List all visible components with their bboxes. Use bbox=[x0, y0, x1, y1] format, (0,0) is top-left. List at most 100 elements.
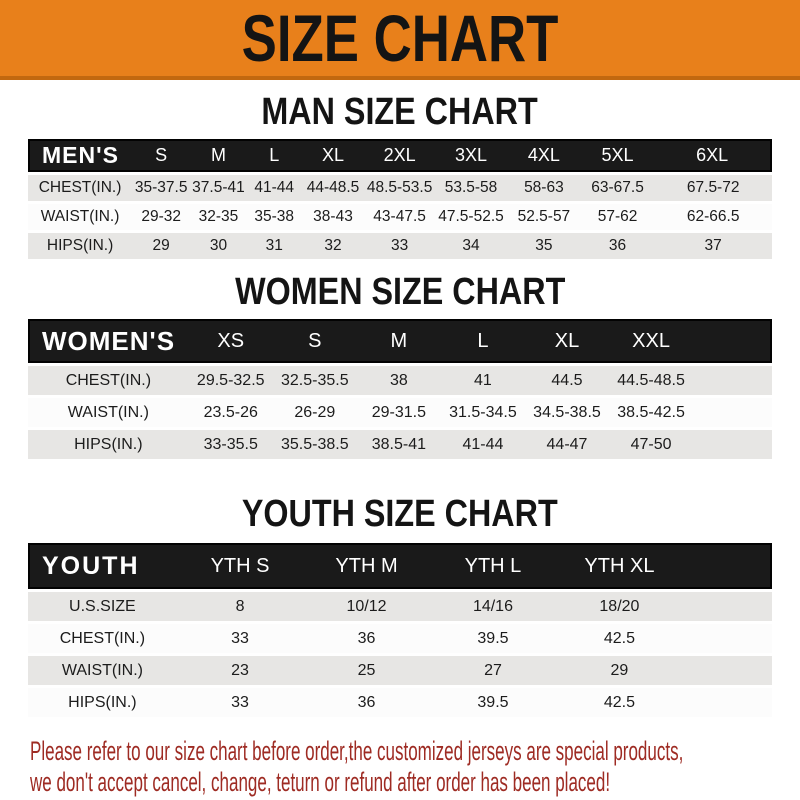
size-value: 38.5-41 bbox=[356, 430, 441, 459]
table-row: HIPS(IN.) 33-35.5 35.5-38.5 38.5-41 41-44 44-… bbox=[28, 430, 772, 459]
measurement-label: CHEST(IN.) bbox=[28, 175, 133, 201]
size-value: 36 bbox=[580, 233, 655, 259]
size-value: 41-44 bbox=[440, 430, 525, 459]
size-column-header: 5XL bbox=[580, 139, 655, 172]
size-value: 37 bbox=[654, 233, 772, 259]
size-value: 33 bbox=[364, 233, 435, 259]
row-spacer bbox=[682, 656, 772, 685]
measurement-label: CHEST(IN.) bbox=[28, 366, 189, 395]
women-heading-text: WOMEN SIZE CHART bbox=[234, 271, 566, 313]
size-value: 33 bbox=[176, 624, 304, 653]
size-value: 35-37.5 bbox=[132, 175, 191, 201]
size-value: 42.5 bbox=[556, 688, 683, 717]
women-section: WOMEN SIZE CHART WOMEN'S XS S M L XL XXL CHEST(… bbox=[0, 270, 800, 462]
size-value: 39.5 bbox=[429, 688, 557, 717]
size-column-header: L bbox=[246, 139, 302, 172]
table-row: U.S.SIZE 8 10/12 14/16 18/20 bbox=[28, 592, 772, 621]
row-spacer bbox=[682, 592, 772, 621]
size-value: 30 bbox=[190, 233, 247, 259]
size-column-header: M bbox=[190, 139, 247, 172]
size-value: 27 bbox=[429, 656, 557, 685]
table-row: WAIST(IN.) 23 25 27 29 bbox=[28, 656, 772, 685]
size-value: 38-43 bbox=[301, 204, 365, 230]
size-value: 10/12 bbox=[303, 592, 430, 621]
table-title: YOUTH bbox=[28, 543, 177, 589]
table-row: WAIST(IN.) 29-32 32-35 35-38 38-43 43-47.5 47.… bbox=[28, 204, 772, 230]
table-row: WAIST(IN.) 23.5-26 26-29 29-31.5 31.5-34.5 34… bbox=[28, 398, 772, 427]
size-value: 25 bbox=[303, 656, 430, 685]
table-header-row: YOUTH YTH S YTH M YTH L YTH XL bbox=[28, 543, 772, 589]
size-value: 18/20 bbox=[556, 592, 683, 621]
order-notice: Please refer to our size chart before or… bbox=[30, 736, 800, 798]
header-spacer bbox=[682, 543, 772, 589]
size-value: 14/16 bbox=[429, 592, 557, 621]
size-value: 32.5-35.5 bbox=[272, 366, 357, 395]
table-row: CHEST(IN.) 33 36 39.5 42.5 bbox=[28, 624, 772, 653]
size-column-header: YTH M bbox=[303, 543, 430, 589]
size-value: 23.5-26 bbox=[188, 398, 273, 427]
size-value: 44-48.5 bbox=[301, 175, 365, 201]
size-value: 32-35 bbox=[190, 204, 247, 230]
size-value: 29 bbox=[556, 656, 683, 685]
size-value: 63-67.5 bbox=[580, 175, 655, 201]
table-header-row: MEN'S S M L XL 2XL 3XL 4XL 5XL 6XL bbox=[28, 139, 772, 172]
notice-line-2: we don't accept cancel, change, teturn o… bbox=[30, 767, 611, 797]
size-value: 31 bbox=[246, 233, 302, 259]
men-heading-text: MAN SIZE CHART bbox=[261, 91, 539, 133]
row-spacer bbox=[693, 430, 772, 459]
size-value: 44.5-48.5 bbox=[609, 366, 694, 395]
size-column-header: XXL bbox=[609, 319, 694, 363]
size-value: 42.5 bbox=[556, 624, 683, 653]
size-value: 23 bbox=[176, 656, 304, 685]
size-value: 47.5-52.5 bbox=[434, 204, 508, 230]
measurement-label: HIPS(IN.) bbox=[28, 688, 177, 717]
measurement-label: U.S.SIZE bbox=[28, 592, 177, 621]
size-value: 35-38 bbox=[246, 204, 302, 230]
size-value: 29.5-32.5 bbox=[188, 366, 273, 395]
size-column-header: XL bbox=[301, 139, 365, 172]
size-value: 26-29 bbox=[272, 398, 357, 427]
size-value: 53.5-58 bbox=[434, 175, 508, 201]
men-section: MAN SIZE CHART MEN'S S M L XL 2XL 3XL 4XL 5XL 6XL… bbox=[0, 90, 800, 262]
women-size-table: WOMEN'S XS S M L XL XXL CHEST(IN.) 29.5-32.5 32.5… bbox=[28, 316, 772, 462]
size-value: 38 bbox=[356, 366, 441, 395]
size-value: 41 bbox=[440, 366, 525, 395]
row-spacer bbox=[682, 688, 772, 717]
size-value: 62-66.5 bbox=[654, 204, 772, 230]
size-value: 35 bbox=[507, 233, 581, 259]
size-value: 32 bbox=[301, 233, 365, 259]
table-title: WOMEN'S bbox=[28, 319, 189, 363]
women-section-heading: WOMEN SIZE CHART bbox=[0, 270, 800, 314]
row-spacer bbox=[682, 624, 772, 653]
size-value: 48.5-53.5 bbox=[364, 175, 435, 201]
table-row: CHEST(IN.) 35-37.5 37.5-41 41-44 44-48.5 48.5… bbox=[28, 175, 772, 201]
size-value: 57-62 bbox=[580, 204, 655, 230]
size-value: 37.5-41 bbox=[190, 175, 247, 201]
measurement-label: CHEST(IN.) bbox=[28, 624, 177, 653]
size-column-header: 6XL bbox=[654, 139, 772, 172]
size-value: 8 bbox=[176, 592, 304, 621]
men-section-heading: MAN SIZE CHART bbox=[0, 90, 800, 134]
size-column-header: 4XL bbox=[507, 139, 581, 172]
youth-section: YOUTH SIZE CHART YOUTH YTH S YTH M YTH L YTH… bbox=[0, 492, 800, 720]
size-value: 52.5-57 bbox=[507, 204, 581, 230]
size-value: 44.5 bbox=[524, 366, 610, 395]
measurement-label: WAIST(IN.) bbox=[28, 398, 189, 427]
table-row: HIPS(IN.) 33 36 39.5 42.5 bbox=[28, 688, 772, 717]
size-value: 35.5-38.5 bbox=[272, 430, 357, 459]
youth-section-heading: YOUTH SIZE CHART bbox=[0, 492, 800, 536]
size-value: 47-50 bbox=[609, 430, 694, 459]
size-column-header: YTH XL bbox=[556, 543, 683, 589]
table-title: MEN'S bbox=[28, 139, 133, 172]
size-value: 44-47 bbox=[524, 430, 610, 459]
banner-title: SIZE CHART bbox=[241, 1, 559, 75]
notice-line-1: Please refer to our size chart before or… bbox=[30, 736, 684, 766]
size-value: 29 bbox=[132, 233, 191, 259]
size-value: 39.5 bbox=[429, 624, 557, 653]
measurement-label: HIPS(IN.) bbox=[28, 430, 189, 459]
size-value: 34.5-38.5 bbox=[524, 398, 610, 427]
youth-heading-text: YOUTH SIZE CHART bbox=[242, 493, 558, 535]
size-value: 38.5-42.5 bbox=[609, 398, 694, 427]
size-column-header: 2XL bbox=[364, 139, 435, 172]
size-value: 36 bbox=[303, 688, 430, 717]
